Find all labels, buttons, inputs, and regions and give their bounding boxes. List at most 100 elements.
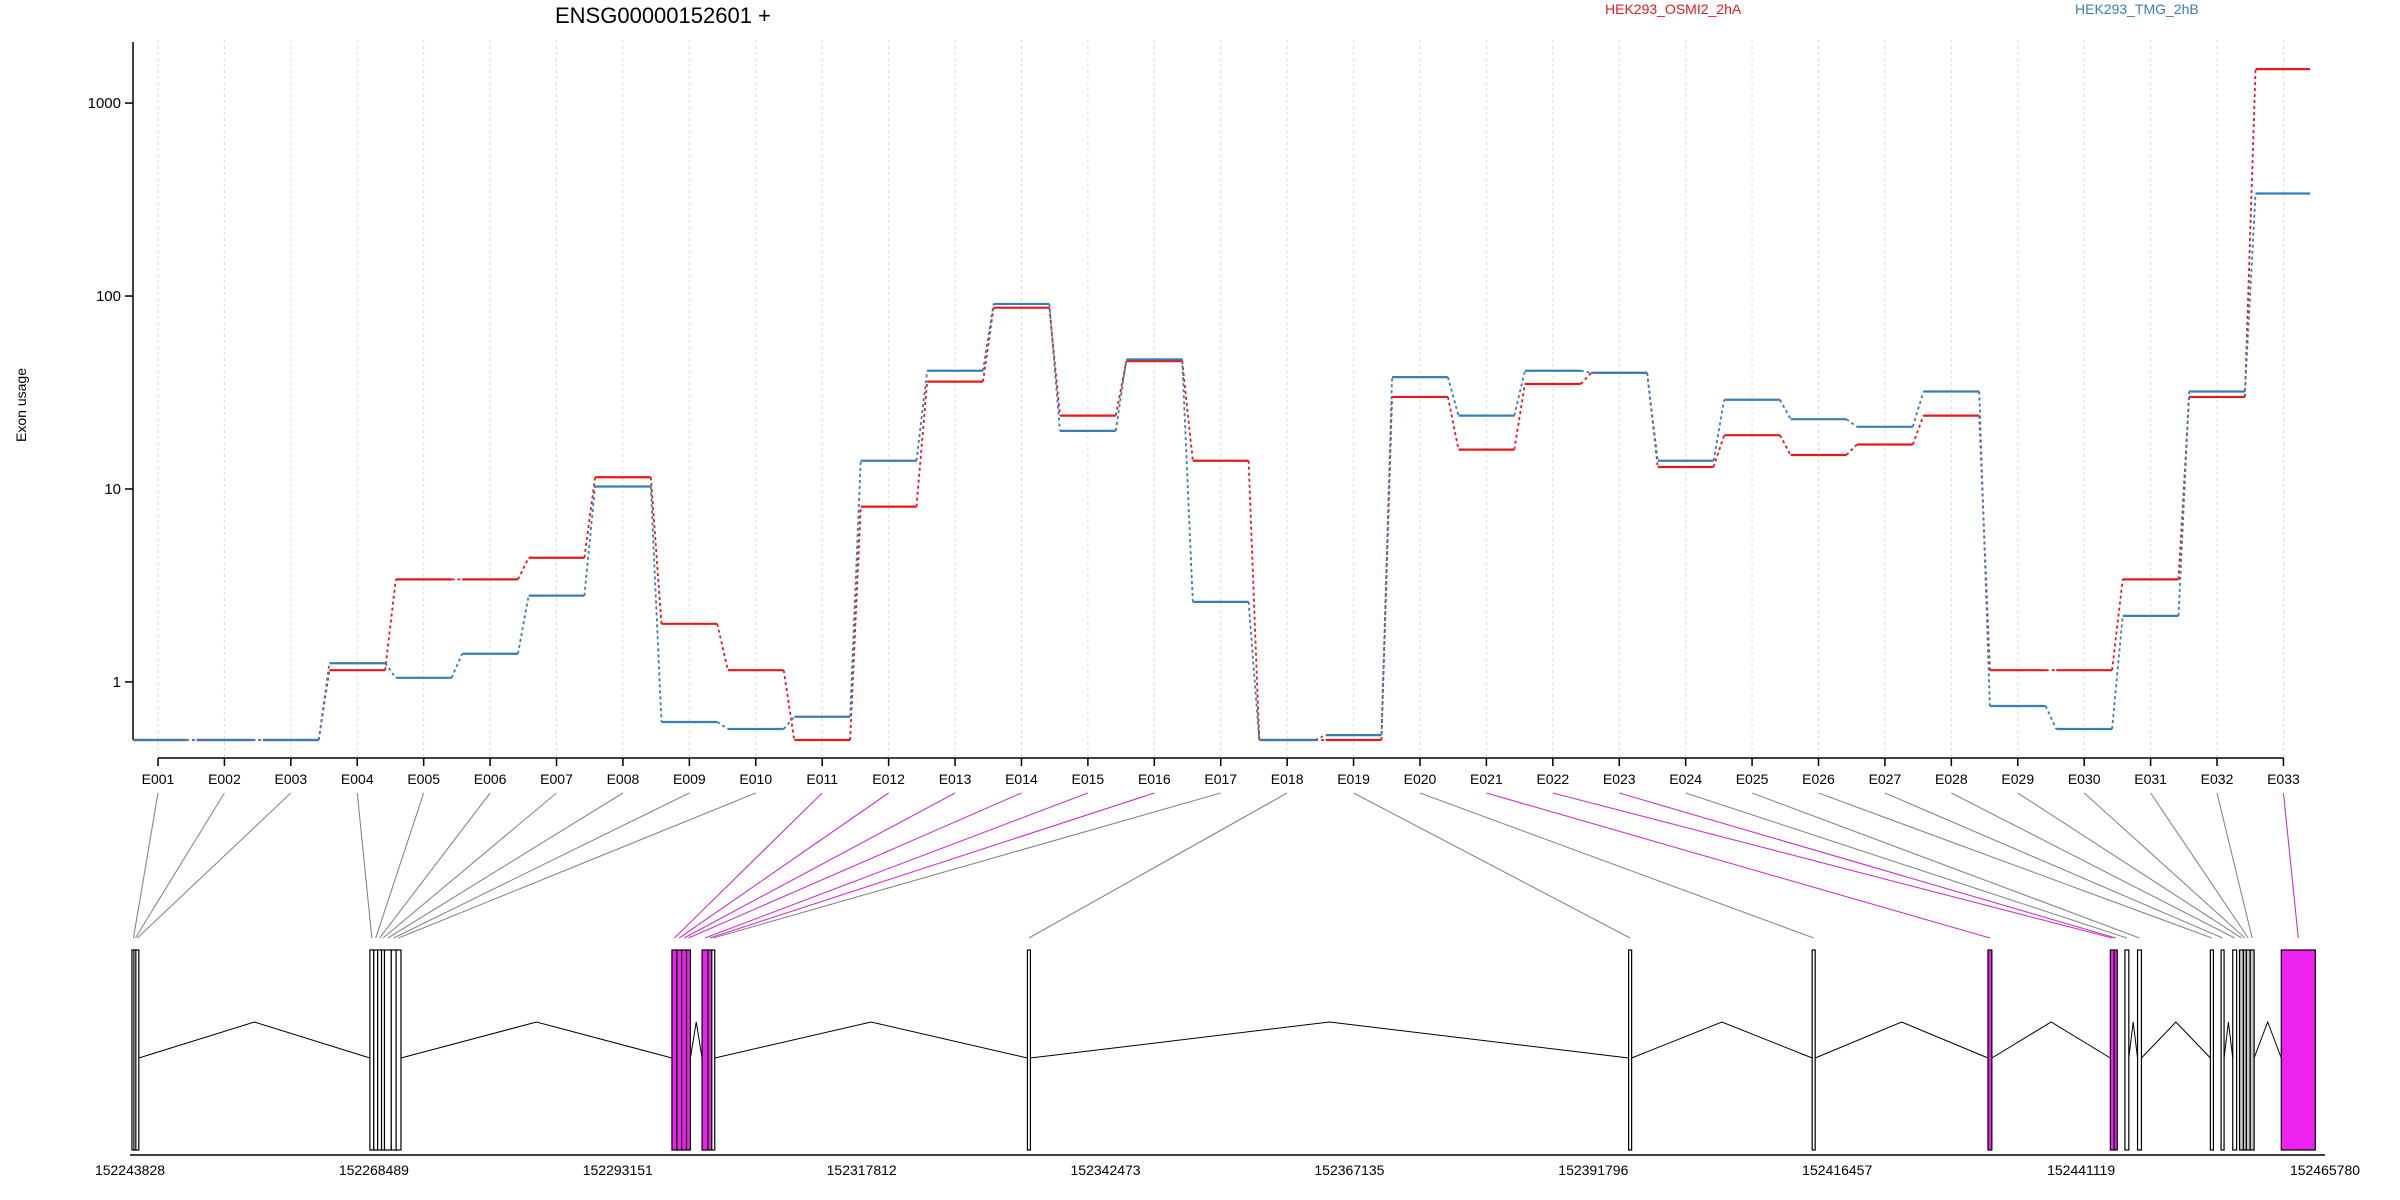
series-connector [1646, 372, 1659, 461]
x-tick-label: E017 [1204, 771, 1237, 787]
intron-line [2141, 1021, 2211, 1059]
exon-connector [2150, 792, 2249, 939]
series-connector [583, 477, 596, 558]
intron-line [1991, 1021, 2111, 1059]
coordinate-label: 152243828 [95, 1162, 165, 1178]
exon-box [390, 949, 397, 1151]
exon-connector [704, 792, 1089, 939]
exon-connector [1818, 792, 2213, 939]
coordinate-label: 152367135 [1314, 1162, 1384, 1178]
exon-connector [2083, 792, 2246, 939]
exon-connector [1353, 792, 1631, 939]
x-tick-label: E009 [673, 771, 706, 787]
series-connector [517, 557, 530, 580]
intron-line [689, 1021, 703, 1059]
intron-line [2253, 1020, 2282, 1059]
coordinate-label: 152342473 [1071, 1162, 1141, 1178]
exon-connector [683, 792, 956, 939]
series-connector [317, 663, 331, 741]
series-connector [1513, 370, 1526, 416]
x-tick-label: E013 [939, 771, 972, 787]
x-tick-label: E022 [1536, 771, 1569, 787]
y-tick-label: 100 [96, 288, 121, 305]
exon-connector [382, 792, 557, 939]
exon-box [2249, 949, 2255, 1151]
series-connector [2177, 391, 2191, 616]
exon-connector [398, 792, 756, 939]
series-connector [1048, 307, 1061, 416]
series-connector [1513, 383, 1526, 450]
x-tick-label: E006 [474, 771, 507, 787]
coordinate-label: 152441119 [2047, 1162, 2115, 1178]
exon-connector [1685, 792, 2128, 939]
x-tick-label: E031 [2134, 771, 2167, 787]
series-connector [1314, 734, 1327, 741]
exon-box [135, 949, 140, 1151]
series-connector [1779, 434, 1792, 456]
x-tick-label: E020 [1404, 771, 1437, 787]
legend-entry-series-2: HEK293_TMG_2hB [2075, 1, 2199, 17]
series-connector [1247, 460, 1261, 741]
exon-connector [709, 792, 1155, 939]
series-connector [1779, 399, 1792, 420]
exon-connector [1884, 792, 2223, 939]
series-connector [1247, 601, 1261, 741]
exon-connector [1028, 792, 1288, 939]
series-connector [1845, 418, 1858, 428]
exon-box [1628, 949, 1633, 1151]
series-connector [1911, 391, 1925, 428]
exon-connector [1751, 792, 2140, 939]
exon-box [2280, 949, 2316, 1151]
series-connector [1380, 396, 1393, 741]
series-connector [1446, 396, 1460, 450]
x-tick-label: E015 [1072, 771, 1105, 787]
x-tick-label: E023 [1603, 771, 1636, 787]
x-tick-label: E027 [1869, 771, 1902, 787]
exon-box [2124, 949, 2130, 1151]
exon-connector [379, 792, 491, 939]
x-tick-label: E016 [1138, 771, 1171, 787]
series-1 [133, 68, 2310, 742]
exon-connector [134, 792, 225, 939]
y-tick-label: 1000 [88, 95, 121, 112]
series-connector [982, 303, 995, 371]
exon-connector [136, 792, 292, 939]
series-connector [384, 662, 397, 679]
series-connector [2244, 193, 2257, 392]
x-tick-label: E030 [2068, 771, 2101, 787]
series-2 [133, 192, 2310, 742]
series-connector [1978, 391, 1991, 707]
series-connector [915, 381, 929, 507]
coordinate-label: 152391796 [1558, 1162, 1628, 1178]
x-tick-label: E025 [1736, 771, 1769, 787]
series-connector [1181, 359, 1194, 602]
series-lines [133, 68, 2310, 742]
x-tick-label: E026 [1802, 771, 1835, 787]
exon-box [1811, 949, 1816, 1151]
exon-connector [2216, 792, 2253, 939]
exon-connector [375, 792, 425, 939]
x-tick-label: E010 [739, 771, 772, 787]
exon-box [2220, 949, 2225, 1151]
intron-line [138, 1021, 371, 1059]
series-connector [716, 721, 729, 730]
x-tick-label: E002 [208, 771, 241, 787]
intron-line [1631, 1021, 1813, 1059]
series-connector [1911, 415, 1925, 445]
intron-line [1814, 1021, 1989, 1059]
exon-box [2113, 949, 2118, 1151]
x-tick-label: E004 [341, 771, 374, 787]
series-connector [1447, 376, 1460, 416]
exon-box [701, 949, 709, 1151]
series-connector [716, 623, 729, 671]
intron-line [400, 1021, 673, 1059]
series-connector [583, 486, 596, 596]
y-tick-label: 10 [104, 481, 121, 498]
x-tick-label: E011 [806, 771, 838, 787]
exon-connector [673, 792, 823, 939]
intron-line [2223, 1021, 2234, 1059]
coordinate-label: 152465780 [2290, 1162, 2360, 1178]
exon-connector [132, 792, 159, 939]
x-tick-label: E007 [540, 771, 573, 787]
